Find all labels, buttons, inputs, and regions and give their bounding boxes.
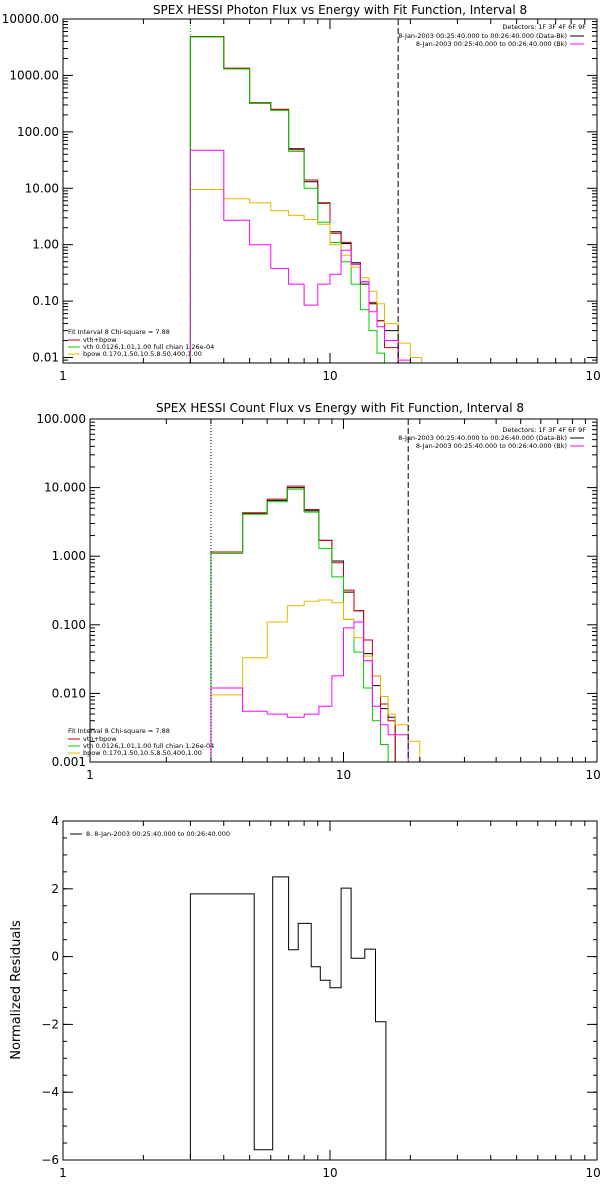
legend-bottom-left: Fit Interval 8 Chi-square = 7.88 vth+bpo…	[68, 328, 214, 358]
y-tick-label: 0	[51, 950, 59, 964]
x-tick-label: 1	[59, 369, 67, 383]
x-tick-label: 1	[86, 768, 94, 782]
legend-bk-label: 8-Jan-2003 00:25:40.000 to 00:26:40.000 …	[416, 442, 567, 450]
y-tick-label: 1.00	[32, 238, 59, 252]
y-tick-label: 10.000	[44, 481, 86, 495]
y-tick-label: 10000.00	[2, 12, 59, 26]
y-tick-label: 10.00	[25, 181, 59, 195]
series-line-4	[210, 599, 421, 762]
legend-vth-bpow: vth+bpow	[83, 336, 117, 344]
series-line-5	[189, 149, 422, 364]
axes-frame	[62, 820, 598, 1161]
legend-detectors: Detectors: 1F 3F 4F 6F 9F	[502, 426, 586, 434]
legend-residual-label: 8. 8-Jan-2003 00:25:40.000 to 00:26:40.0…	[86, 830, 230, 838]
chart-title: SPEX HESSI Photon Flux vs Energy with Fi…	[153, 3, 527, 17]
legend-fit-interval: Fit Interval 8 Chi-square = 7.88	[68, 328, 170, 336]
y-axis-label: Normalized Residuals	[9, 920, 24, 1060]
plot-area-3: 1 10 100 −6 −4 −2 0 2 4	[41, 814, 600, 1180]
y-tick-label: 0.100	[52, 618, 86, 632]
series-line-2	[189, 36, 399, 363]
y-tick-label: 2	[51, 882, 59, 896]
axes-frame	[62, 18, 598, 364]
y-tick-label: 100.00	[17, 125, 59, 139]
plot-layer: 1101000.010.101.0010.00100.001000.001000…	[2, 12, 600, 1180]
x-tick-label: 100	[586, 369, 600, 383]
series-line-5	[210, 621, 409, 762]
series-line-1	[210, 487, 396, 762]
y-tick-label: 1.000	[52, 549, 86, 563]
legend-bk-label: 8-Jan-2003 00:25:40.000 to 00:26:40.000 …	[416, 40, 567, 48]
y-tick-label: 0.01	[32, 351, 59, 365]
y-tick-label: 0.010	[52, 686, 86, 700]
y-tick-label: −6	[41, 1153, 59, 1167]
series-line-1	[189, 36, 399, 363]
y-tick-label: −4	[41, 1085, 59, 1099]
legend-data-bk-label: 8-Jan-2003 00:25:40.000 to 00:26:40.000 …	[398, 32, 567, 40]
legend-vth: vth 0.0126,1.01,1.00 full chian 1.26e-04	[83, 742, 214, 750]
legend-bpow: bpow 0.170,1.50,10.5,8.50,400,1.00	[83, 350, 202, 358]
series-line-3	[210, 488, 396, 763]
panel-residuals: 8. 8-Jan-2003 00:25:40.000 to 00:26:40.0…	[9, 830, 230, 1060]
legend-bottom-left: Fit Interval 8 Chi-square = 7.88 vth+bpo…	[68, 727, 214, 757]
x-tick-label: 100	[586, 1166, 600, 1180]
legend-top-left: 8. 8-Jan-2003 00:25:40.000 to 00:26:40.0…	[70, 830, 230, 838]
legend-data-bk-label: 8-Jan-2003 00:25:40.000 to 00:26:40.000 …	[398, 434, 567, 442]
series-line-3	[189, 36, 399, 364]
plot-area-1: 1 10 100 0.01 0.10 1.00 10.00 100.00 1000.00 1000…	[2, 12, 600, 383]
y-tick-label: 0.001	[52, 755, 86, 769]
y-tick-label: 100.000	[36, 412, 86, 426]
x-tick-label: 1	[59, 1166, 67, 1180]
x-tick-label: 10	[336, 768, 351, 782]
x-tick-label: 10	[322, 1166, 337, 1180]
y-tick-label: 0.10	[32, 294, 59, 308]
chart-title: SPEX HESSI Count Flux vs Energy with Fit…	[156, 401, 524, 415]
panel-photon-flux: SPEX HESSI Photon Flux vs Energy with Fi…	[68, 3, 586, 358]
legend-vth-bpow: vth+bpow	[83, 735, 117, 743]
legend-top-right: Detectors: 1F 3F 4F 6F 9F 8-Jan-2003 00:…	[398, 23, 586, 48]
series-line-4	[189, 189, 422, 363]
legend-top-right: Detectors: 1F 3F 4F 6F 9F 8-Jan-2003 00:…	[398, 426, 586, 450]
legend-bpow: bpow 0.170,1.50,10.5,8.50,400,1.00	[83, 749, 202, 757]
legend-detectors: Detectors: 1F 3F 4F 6F 9F	[502, 23, 586, 31]
legend-vth: vth 0.0126,1.01,1.00 full chian 1.26e-04	[83, 343, 214, 351]
y-tick-label: 1000.00	[9, 68, 59, 82]
series-line-2	[210, 485, 396, 762]
x-tick-label: 10	[322, 369, 337, 383]
panel-count-flux: SPEX HESSI Count Flux vs Energy with Fit…	[68, 401, 586, 757]
y-tick-label: 4	[51, 814, 59, 828]
y-tick-label: −2	[41, 1017, 59, 1031]
plot-area-2: 1 10 100 0.001 0.010 0.100 1.000 10.000 100.000	[36, 412, 600, 782]
series-line-1	[189, 876, 387, 1160]
legend-fit-interval: Fit Interval 8 Chi-square = 7.88	[68, 727, 170, 735]
x-tick-label: 100	[586, 768, 600, 782]
